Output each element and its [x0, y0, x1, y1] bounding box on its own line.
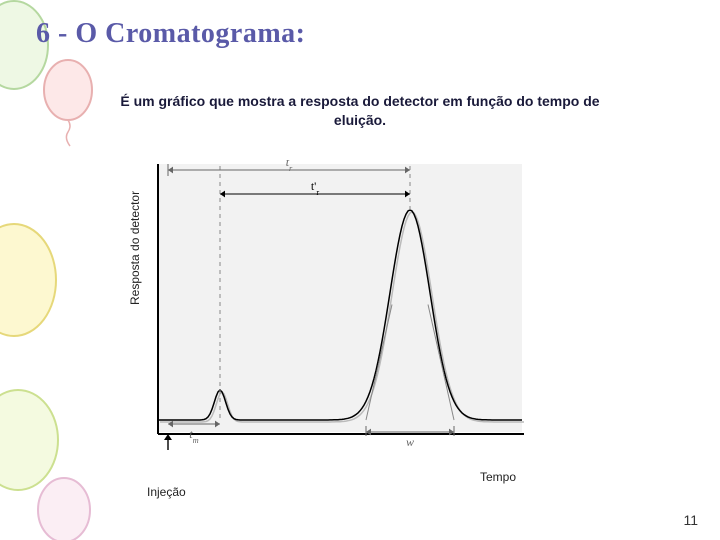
- x-axis-label: Tempo: [480, 470, 516, 484]
- slide-subtitle: É um gráfico que mostra a resposta do de…: [100, 92, 620, 130]
- balloons-decoration: [0, 0, 120, 540]
- page-number: 11: [683, 512, 698, 528]
- slide-title: 6 - O Cromatograma:: [36, 18, 305, 50]
- injection-label: Injeção: [147, 485, 186, 499]
- svg-text:w: w: [406, 435, 414, 449]
- y-axis-label: Resposta do detector: [128, 191, 142, 305]
- chromatogram-chart: trt'rtmw: [150, 160, 530, 480]
